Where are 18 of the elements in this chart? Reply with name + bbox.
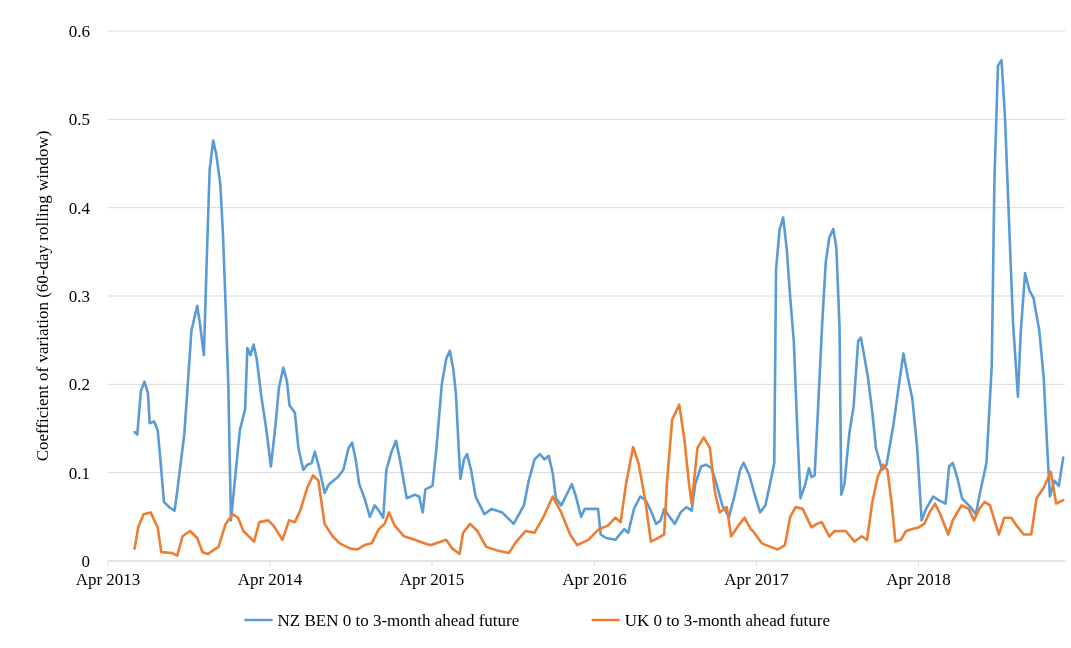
y-tick-label: 0 xyxy=(81,552,90,571)
y-tick-label: 0.2 xyxy=(68,375,90,395)
x-tick-label: Apr 2018 xyxy=(886,570,951,589)
x-tick-label: Apr 2016 xyxy=(562,570,627,589)
x-tick-label: Apr 2015 xyxy=(399,570,465,589)
legend-label: NZ BEN 0 to 3-month ahead future xyxy=(277,611,520,630)
y-tick-label: 0.5 xyxy=(68,110,90,130)
line-series xyxy=(133,403,1065,557)
legend-label: UK 0 to 3-month ahead future xyxy=(624,611,831,630)
x-tick-label: Apr 2014 xyxy=(237,570,303,589)
y-tick-label: 0.1 xyxy=(68,463,90,483)
x-tick-label: Apr 2017 xyxy=(724,570,790,589)
y-tick-label: 0.6 xyxy=(68,22,90,41)
y-tick-label: 0.3 xyxy=(68,287,90,306)
y-axis-title: Coefficient of variation (60-day rolling window) xyxy=(33,130,52,462)
line-series xyxy=(133,58,1065,542)
y-tick-label: 0.4 xyxy=(68,198,91,218)
x-tick-label: Apr 2013 xyxy=(75,570,141,589)
